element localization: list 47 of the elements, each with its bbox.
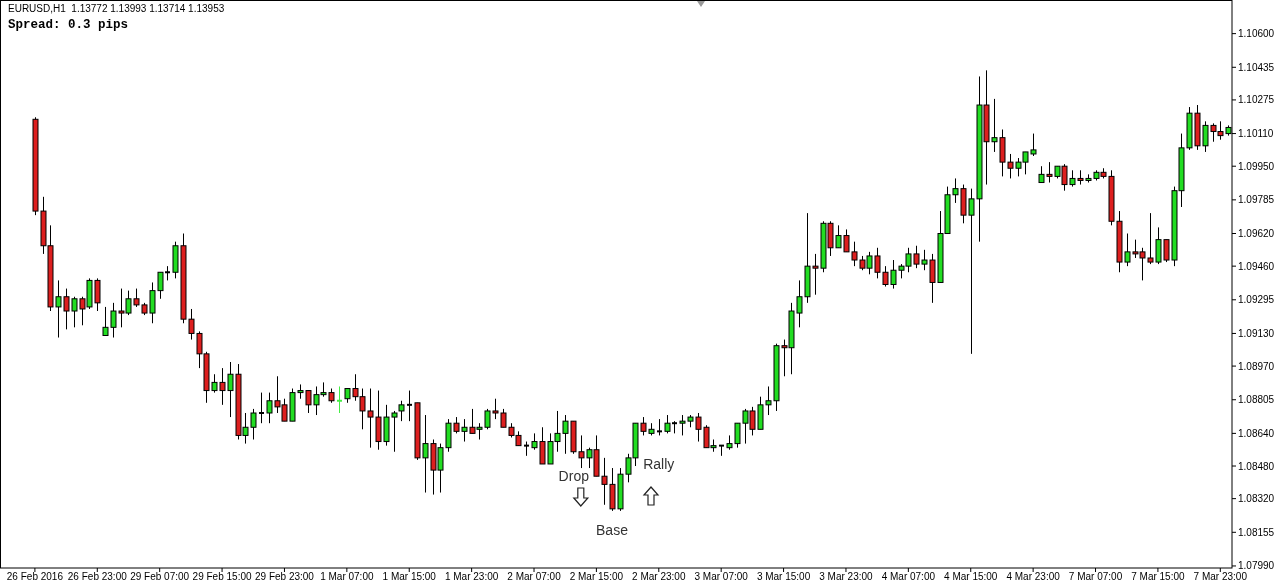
candlestick — [258, 392, 265, 424]
x-tick-label: 1 Mar 15:00 — [382, 571, 437, 582]
chart-title: EURUSD,H1 1.13772 1.13993 1.13714 1.13953 — [8, 3, 225, 14]
annotation: Drop — [558, 468, 590, 484]
x-tick-label: 2 Mar 23:00 — [632, 571, 686, 582]
x-tick-label: 2 Mar 15:00 — [569, 571, 624, 582]
y-tick-label: 1.08480 — [1238, 460, 1275, 472]
x-tick-label: 7 Mar 23:00 — [1193, 571, 1248, 582]
y-tick-label: 1.09785 — [1238, 194, 1275, 206]
y-tick-label: 1.08155 — [1238, 526, 1275, 538]
annotation: Base — [596, 522, 629, 538]
y-tick-label: 1.10275 — [1238, 94, 1275, 106]
y-tick-label: 1.09130 — [1238, 327, 1275, 339]
x-tick-label: 4 Mar 07:00 — [881, 571, 936, 582]
y-tick-label: 1.08640 — [1238, 427, 1275, 439]
x-tick-label: 7 Mar 15:00 — [1131, 571, 1186, 582]
candlestick — [398, 400, 405, 422]
y-tick-label: 1.10600 — [1238, 28, 1275, 40]
x-tick-label: 4 Mar 15:00 — [944, 571, 998, 582]
x-tick-label: 29 Feb 07:00 — [130, 571, 190, 582]
y-tick-label: 1.07990 — [1238, 560, 1275, 572]
y-tick-label: 1.09620 — [1238, 228, 1275, 240]
x-tick-label: 26 Feb 2016 — [6, 571, 64, 582]
x-tick-label: 29 Feb 23:00 — [254, 571, 315, 582]
candlestick — [718, 444, 725, 457]
y-tick-label: 1.10110 — [1238, 128, 1274, 140]
candlestick — [406, 390, 413, 422]
candlestick — [336, 385, 343, 414]
x-tick-label: 2 Mar 07:00 — [507, 571, 562, 582]
x-tick-label: 7 Mar 07:00 — [1068, 571, 1123, 582]
y-tick-label: 1.09295 — [1238, 294, 1275, 306]
y-tick-label: 1.08970 — [1238, 360, 1275, 372]
x-tick-label: 3 Mar 15:00 — [756, 571, 811, 582]
y-tick-label: 1.09460 — [1238, 260, 1275, 272]
x-tick-label: 1 Mar 07:00 — [320, 571, 374, 582]
x-tick-label: 29 Feb 15:00 — [192, 571, 252, 582]
x-tick-label: 4 Mar 23:00 — [1006, 571, 1061, 582]
y-tick-label: 1.08320 — [1238, 493, 1275, 505]
x-tick-label: 26 Feb 23:00 — [67, 571, 128, 582]
annotation: Rally — [643, 456, 675, 472]
x-tick-label: 3 Mar 07:00 — [694, 571, 749, 582]
x-tick-label: 3 Mar 23:00 — [819, 571, 874, 582]
text: Spread: 0.3 pips — [8, 18, 129, 32]
x-tick-label: 1 Mar 23:00 — [444, 571, 499, 582]
y-tick-label: 1.08805 — [1238, 394, 1275, 406]
y-tick-label: 1.10435 — [1238, 61, 1275, 73]
y-tick-label: 1.09950 — [1238, 160, 1275, 172]
